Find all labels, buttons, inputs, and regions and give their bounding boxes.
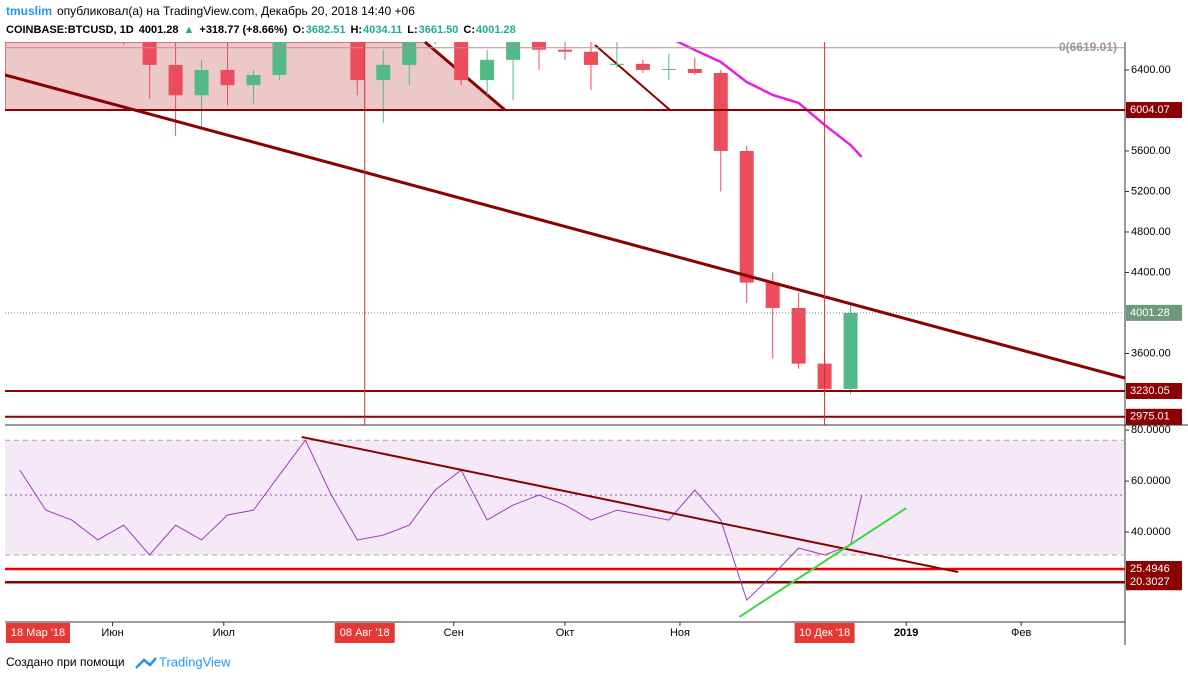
quote-item: C: xyxy=(463,24,475,36)
x-tick-label: Сен xyxy=(444,627,464,639)
quote-item: 3682.51 xyxy=(306,24,346,36)
fib-label: 0(6619.01) xyxy=(1059,40,1117,54)
candle-body xyxy=(583,51,598,65)
level-label: 25.4946 xyxy=(1130,563,1170,575)
level-label: 2975.01 xyxy=(1130,411,1170,423)
quote-item: L: xyxy=(407,24,417,36)
candle-body xyxy=(272,42,287,76)
x-tick-label: Фев xyxy=(1011,627,1031,639)
candle-body xyxy=(661,68,676,70)
quote: COINBASE:BTCUSD, 1D 4001.28 ▲ +318.77 (+8.6… xyxy=(6,24,516,36)
x-tick-label: 2019 xyxy=(894,627,918,639)
rsi-line xyxy=(19,439,863,601)
candle-body xyxy=(687,68,702,73)
last-price-label: 4001.28 xyxy=(1130,307,1170,319)
rsi-band xyxy=(5,440,1125,555)
quote-item: O: xyxy=(292,24,304,36)
candle-body xyxy=(454,42,469,81)
candle-body xyxy=(246,75,261,86)
candle-body xyxy=(506,42,521,60)
candle-body xyxy=(480,59,495,81)
candle-body xyxy=(765,282,780,308)
trendline xyxy=(301,435,959,574)
marker-box xyxy=(794,623,855,643)
quote-item: H: xyxy=(350,24,362,36)
quote-item: +318.77 (+8.66%) xyxy=(199,24,287,36)
logo xyxy=(135,657,157,669)
quote-item: 4034.11 xyxy=(363,24,402,36)
quote-item: COINBASE:BTCUSD, 1D xyxy=(6,24,134,36)
trendline xyxy=(5,73,1125,380)
quote-item: 4001.28 xyxy=(139,24,179,36)
y-tick-label: 4400.00 xyxy=(1131,266,1171,278)
marker-label: 10 Дек '18 xyxy=(799,627,850,639)
candle-body xyxy=(739,150,754,283)
quote-item: 4001.28 xyxy=(476,24,516,36)
x-tick-label: Июл xyxy=(213,627,235,639)
candle-body xyxy=(558,49,572,52)
candle-body xyxy=(843,312,858,389)
candle-body xyxy=(713,72,728,151)
candle-body xyxy=(194,69,209,96)
level-label: 20.3027 xyxy=(1130,576,1170,588)
footer-text: Создано при помощи xyxy=(6,655,125,669)
footer-brand[interactable]: TradingView xyxy=(159,654,231,669)
price-pane xyxy=(5,42,1125,425)
level-label-box xyxy=(1126,102,1182,119)
y-tick-label: 5600.00 xyxy=(1131,145,1171,157)
x-tick-label: Ноя xyxy=(670,627,690,639)
y-tick-label: 5200.00 xyxy=(1131,185,1171,197)
axes: 3600.00 4400.00 4800.00 5200.00 5600.00 6400.… xyxy=(6,40,1182,643)
candle-body xyxy=(376,64,391,81)
marker-label: 08 Авг '18 xyxy=(340,627,390,639)
level-label-box xyxy=(1126,574,1182,591)
candle-body xyxy=(350,42,365,81)
y-tick-label: 6400.00 xyxy=(1131,64,1171,76)
candle-body xyxy=(168,64,183,96)
last-price-label-box xyxy=(1126,304,1182,321)
candle-body xyxy=(791,307,806,364)
candle-body xyxy=(609,63,624,65)
marker-label: 18 Мар '18 xyxy=(11,627,65,639)
candle-body xyxy=(635,63,650,70)
level-label: 6004.07 xyxy=(1130,104,1170,116)
candle-body xyxy=(220,69,235,86)
quote-item: ▲ xyxy=(184,24,195,36)
candle-body xyxy=(532,42,547,50)
marker-box xyxy=(334,623,395,643)
moving-average xyxy=(675,42,863,158)
level-label: 3230.05 xyxy=(1130,385,1170,397)
published: опубликовал(а) на TradingView.com, Декаб… xyxy=(57,4,415,18)
candle-body xyxy=(142,42,157,65)
marker-box xyxy=(6,623,70,643)
drawn-line xyxy=(594,44,671,111)
level-label-box xyxy=(1126,561,1182,578)
trendline xyxy=(738,507,907,618)
candle-body xyxy=(402,42,417,65)
quote-item: 3661.50 xyxy=(419,24,459,36)
y-tick-label: 60.0000 xyxy=(1131,475,1171,487)
level-label-box xyxy=(1126,382,1182,399)
y-tick-label: 4800.00 xyxy=(1131,226,1171,238)
y-tick-label: 40.0000 xyxy=(1131,526,1171,538)
y-tick-label: 80.0000 xyxy=(1131,424,1171,436)
author[interactable]: tmuslim xyxy=(6,4,52,18)
x-tick-label: Окт xyxy=(556,627,575,639)
level-label-box xyxy=(1126,408,1182,425)
x-tick-label: Июн xyxy=(101,627,123,639)
y-tick-label: 3600.00 xyxy=(1131,347,1171,359)
rsi-pane xyxy=(5,435,1125,618)
